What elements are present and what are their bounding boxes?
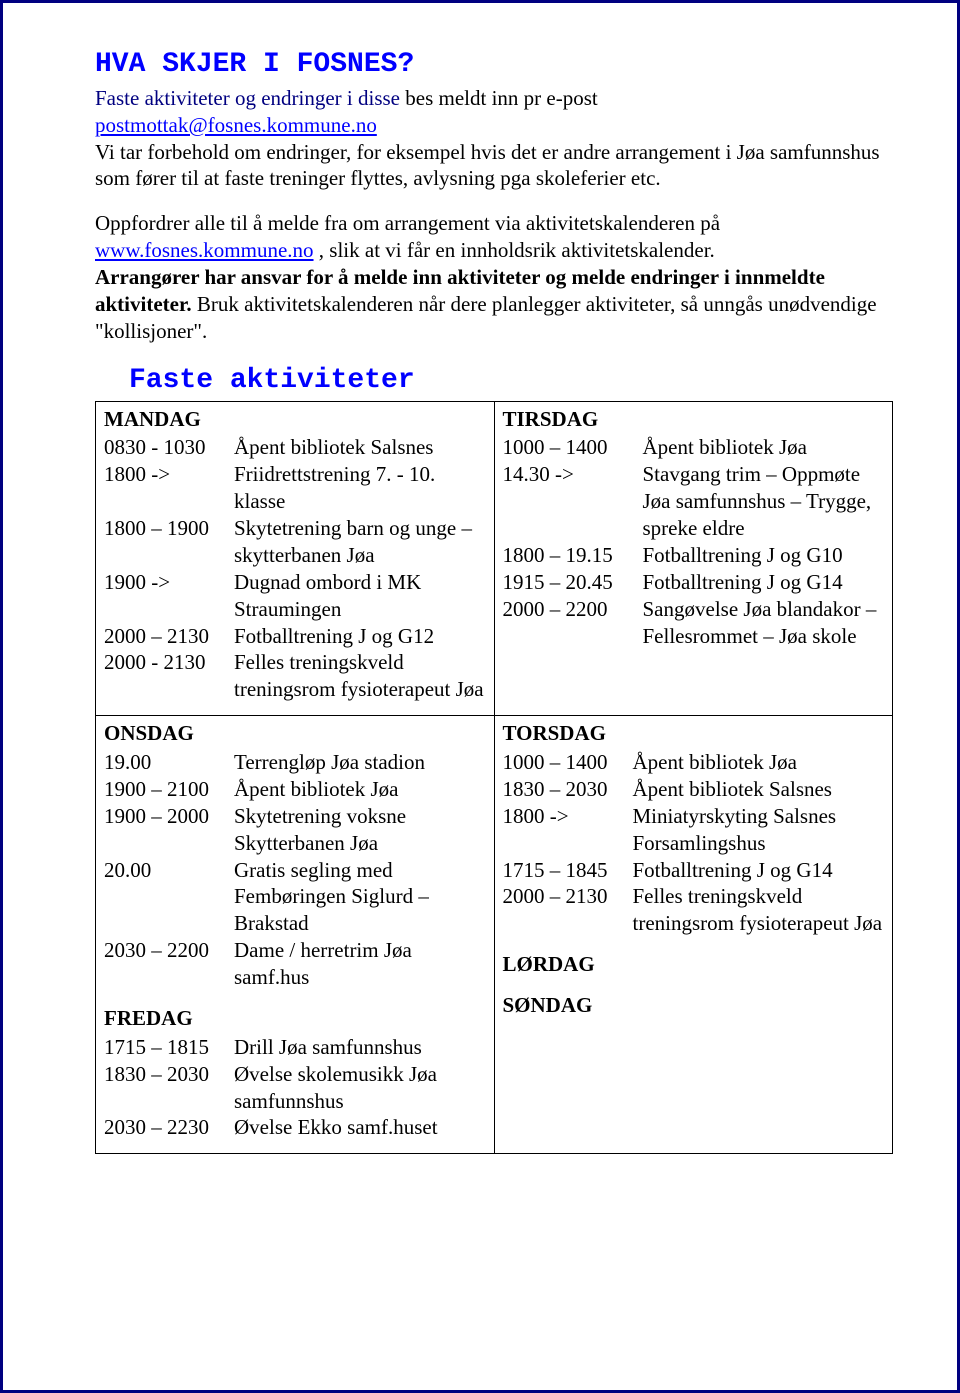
d: Friidrettstrening 7. - 10. klasse: [234, 461, 486, 515]
d: Fotballtrening J og G14: [643, 569, 885, 596]
d: Åpent bibliotek Jøa: [643, 434, 885, 461]
t: 1800 ->: [104, 461, 234, 515]
email-link[interactable]: postmottak@fosnes.kommune.no: [95, 113, 377, 137]
schedule-table: MANDAG 0830 - 1030Åpent bibliotek Salsne…: [95, 401, 893, 1155]
sched-onsdag: 19.00Terrengløp Jøa stadion 1900 – 2100Å…: [104, 749, 486, 991]
intro-after: Vi tar forbehold om endringer, for eksem…: [95, 140, 880, 191]
day-head-onsdag: ONSDAG: [104, 720, 486, 747]
d: Fotballtrening J og G14: [633, 857, 885, 884]
t: 1800 ->: [503, 803, 633, 857]
page-title: HVA SKJER I FOSNES?: [95, 47, 893, 83]
t: 2030 – 2230: [104, 1114, 234, 1141]
t: 1800 – 19.15: [503, 542, 643, 569]
t: 1830 – 2030: [503, 776, 633, 803]
intro-colored: Faste aktiviteter og endringer i disse: [95, 86, 400, 110]
cell-onsdag-fredag: ONSDAG 19.00Terrengløp Jøa stadion 1900 …: [96, 716, 495, 1154]
t: 1000 – 1400: [503, 434, 643, 461]
para2-pre: Oppfordrer alle til å melde fra om arran…: [95, 211, 720, 235]
t: 1900 – 2000: [104, 803, 234, 857]
t: 1800 – 1900: [104, 515, 234, 569]
d: Skytetrening voksne Skytterbanen Jøa: [234, 803, 486, 857]
t: 1830 – 2030: [104, 1061, 234, 1115]
sched-fredag: 1715 – 1815Drill Jøa samfunnshus 1830 – …: [104, 1034, 486, 1142]
cell-torsdag-lordag-sondag: TORSDAG 1000 – 1400Åpent bibliotek Jøa 1…: [494, 716, 893, 1154]
d: Fotballtrening J og G10: [643, 542, 885, 569]
d: Øvelse skolemusikk Jøa samfunnshus: [234, 1061, 486, 1115]
t: 2000 - 2130: [104, 649, 234, 703]
faste-title: Faste aktiviteter: [129, 363, 893, 399]
t: 1915 – 20.45: [503, 569, 643, 596]
t: 2000 – 2200: [503, 596, 643, 650]
t: 0830 - 1030: [104, 434, 234, 461]
t: 19.00: [104, 749, 234, 776]
d: Felles treningskveld treningsrom fysiote…: [633, 883, 885, 937]
d: Dame / herretrim Jøa samf.hus: [234, 937, 486, 991]
intro-plain: bes meldt inn pr e-post: [400, 86, 598, 110]
d: Terrengløp Jøa stadion: [234, 749, 486, 776]
t: 1715 – 1815: [104, 1034, 234, 1061]
d: Øvelse Ekko samf.huset: [234, 1114, 486, 1141]
t: 2000 – 2130: [104, 623, 234, 650]
sched-tirsdag: 1000 – 1400Åpent bibliotek Jøa 14.30 ->S…: [503, 434, 885, 649]
t: 20.00: [104, 857, 234, 938]
t: 1900 ->: [104, 569, 234, 623]
t: 14.30 ->: [503, 461, 643, 542]
t: 1000 – 1400: [503, 749, 633, 776]
day-head-mandag: MANDAG: [104, 406, 486, 433]
intro-block: Faste aktiviteter og endringer i disse b…: [95, 85, 893, 193]
d: Fotballtrening J og G12: [234, 623, 486, 650]
para2-mid: , slik at vi får en innholdsrik aktivite…: [314, 238, 715, 262]
t: 1900 – 2100: [104, 776, 234, 803]
d: Gratis segling med Fembøringen Siglurd –…: [234, 857, 486, 938]
d: Drill Jøa samfunnshus: [234, 1034, 486, 1061]
day-head-sondag: SØNDAG: [503, 992, 885, 1019]
d: Stavgang trim – Oppmøte Jøa samfunnshus …: [643, 461, 885, 542]
para2-tail: Bruk aktivitetskalenderen når dere planl…: [95, 292, 877, 343]
d: Miniatyrskyting Salsnes Forsamlingshus: [633, 803, 885, 857]
website-link[interactable]: www.fosnes.kommune.no: [95, 238, 314, 262]
para-2: Oppfordrer alle til å melde fra om arran…: [95, 210, 893, 344]
day-head-fredag: FREDAG: [104, 1005, 486, 1032]
cell-mandag: MANDAG 0830 - 1030Åpent bibliotek Salsne…: [96, 401, 495, 716]
d: Dugnad ombord i MK Straumingen: [234, 569, 486, 623]
sched-torsdag: 1000 – 1400Åpent bibliotek Jøa 1830 – 20…: [503, 749, 885, 937]
d: Felles treningskveld treningsrom fysiote…: [234, 649, 486, 703]
day-head-lordag: LØRDAG: [503, 951, 885, 978]
t: 2030 – 2200: [104, 937, 234, 991]
d: Åpent bibliotek Jøa: [633, 749, 885, 776]
t: 1715 – 1845: [503, 857, 633, 884]
d: Sangøvelse Jøa blandakor – Fellesrommet …: [643, 596, 885, 650]
sched-mandag: 0830 - 1030Åpent bibliotek Salsnes 1800 …: [104, 434, 486, 703]
day-head-torsdag: TORSDAG: [503, 720, 885, 747]
cell-tirsdag: TIRSDAG 1000 – 1400Åpent bibliotek Jøa 1…: [494, 401, 893, 716]
d: Åpent bibliotek Jøa: [234, 776, 486, 803]
day-head-tirsdag: TIRSDAG: [503, 406, 885, 433]
d: Åpent bibliotek Salsnes: [633, 776, 885, 803]
page: HVA SKJER I FOSNES? Faste aktiviteter og…: [0, 0, 960, 1393]
d: Skytetrening barn og unge – skytterbanen…: [234, 515, 486, 569]
t: 2000 – 2130: [503, 883, 633, 937]
d: Åpent bibliotek Salsnes: [234, 434, 486, 461]
